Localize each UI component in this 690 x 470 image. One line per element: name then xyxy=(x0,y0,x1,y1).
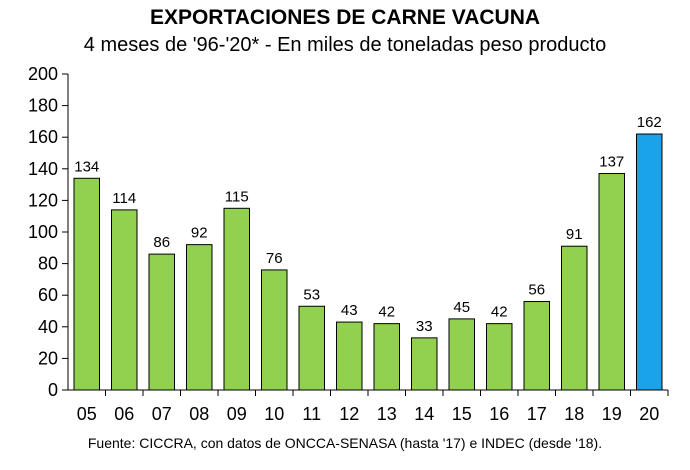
x-tick-label-16: 16 xyxy=(489,404,509,424)
bar-10 xyxy=(261,269,288,391)
x-tick-label-12: 12 xyxy=(339,404,359,424)
chart-subtitle: 4 meses de '96-'20* - En miles de tonela… xyxy=(83,34,607,56)
bar-19 xyxy=(598,173,625,391)
bar-07 xyxy=(148,253,175,391)
x-tick-label-11: 11 xyxy=(302,404,321,424)
bar-11 xyxy=(298,305,325,391)
data-label-19: 137 xyxy=(599,154,624,171)
bar-12 xyxy=(336,321,363,391)
data-label-16: 42 xyxy=(491,304,508,321)
data-label-07: 86 xyxy=(153,234,170,251)
x-tick-label-06: 06 xyxy=(114,404,134,424)
data-label-10: 76 xyxy=(266,250,283,267)
x-tick-label-08: 08 xyxy=(189,404,209,424)
x-tick-label-14: 14 xyxy=(414,404,434,424)
chart-title: EXPORTACIONES DE CARNE VACUNA xyxy=(149,6,541,29)
bar-08 xyxy=(186,244,213,391)
bar-16 xyxy=(486,323,513,391)
bar-09 xyxy=(223,207,250,391)
x-tick-label-07: 07 xyxy=(152,404,172,424)
x-tick-label-19: 19 xyxy=(602,404,622,424)
bar-17 xyxy=(523,301,550,391)
data-label-09: 115 xyxy=(225,188,249,205)
data-label-05: 134 xyxy=(74,158,99,175)
data-label-14: 33 xyxy=(416,318,433,335)
y-tick-label: 100 xyxy=(28,222,58,242)
data-label-11: 53 xyxy=(303,286,320,303)
bar-20 xyxy=(636,133,663,391)
y-tick-label: 120 xyxy=(28,190,58,210)
x-tick-label-20: 20 xyxy=(639,404,659,424)
bar-15 xyxy=(448,318,475,391)
y-tick-label: 140 xyxy=(28,159,58,179)
data-label-20: 162 xyxy=(637,114,662,131)
y-tick-label: 20 xyxy=(38,348,58,368)
x-tick-label-13: 13 xyxy=(377,404,397,424)
x-tick-label-09: 09 xyxy=(227,404,247,424)
x-tick-label-18: 18 xyxy=(564,404,584,424)
y-tick-label: 160 xyxy=(28,127,58,147)
x-tick-label-17: 17 xyxy=(527,404,547,424)
chart-source-note: Fuente: CICCRA, con datos de ONCCA-SENAS… xyxy=(87,435,603,451)
data-label-08: 92 xyxy=(191,225,208,242)
y-tick-label: 40 xyxy=(38,317,58,337)
data-label-18: 91 xyxy=(566,226,583,243)
data-label-15: 45 xyxy=(453,299,470,316)
y-tick-label: 180 xyxy=(28,96,58,116)
data-label-13: 42 xyxy=(378,304,395,321)
chart-labels: 134 05 114 06 86 07 92 08 115 09 76 10 53 11 43 12 42 13 3… xyxy=(74,114,662,424)
bar-14 xyxy=(411,337,438,391)
bar-13 xyxy=(373,323,400,391)
x-tick-label-05: 05 xyxy=(77,404,97,424)
y-tick-label: 0 xyxy=(48,380,58,400)
bar-18 xyxy=(561,245,588,391)
bar-05 xyxy=(73,177,100,391)
chart-bars xyxy=(73,133,663,391)
x-tick-label-15: 15 xyxy=(452,404,472,424)
y-tick-label: 80 xyxy=(38,254,58,274)
x-tick-label-10: 10 xyxy=(264,404,284,424)
y-tick-label: 200 xyxy=(28,64,58,84)
y-tick-label: 60 xyxy=(38,285,58,305)
bar-06 xyxy=(111,209,138,391)
data-label-06: 114 xyxy=(112,190,136,207)
data-label-17: 56 xyxy=(528,282,545,299)
data-label-12: 43 xyxy=(341,302,358,319)
